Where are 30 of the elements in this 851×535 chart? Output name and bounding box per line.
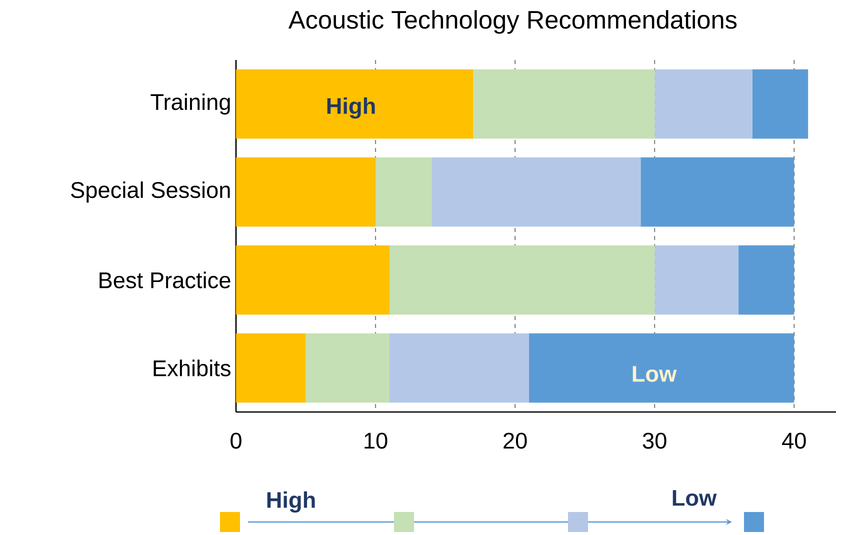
bar [738, 245, 794, 315]
bar [431, 157, 641, 227]
x-tick-label: 30 [642, 432, 666, 449]
y-tick-label: Exhibits [154, 360, 230, 376]
y-tick-label: Best Practice [100, 272, 230, 288]
y-tick-label: Special Session [71, 181, 230, 203]
chart-title: Acoustic Technology Recommendations [288, 10, 737, 34]
annotation: High [327, 97, 375, 119]
x-tick-label: 20 [504, 432, 527, 449]
bar [236, 333, 306, 403]
bar [389, 245, 655, 315]
bar [473, 69, 655, 139]
bar [529, 333, 794, 403]
x-tick-label: 0 [230, 432, 242, 449]
bar [752, 69, 808, 139]
bar [236, 245, 390, 315]
bar [236, 69, 474, 139]
bar [376, 157, 432, 227]
bar [389, 333, 530, 403]
bar [306, 333, 390, 403]
bar [640, 157, 794, 227]
annotation: Low [632, 366, 677, 382]
x-tick-label: 40 [782, 432, 806, 449]
x-tick-label: 10 [364, 432, 388, 449]
bar [236, 157, 376, 227]
y-tick-label: Training [150, 93, 230, 115]
bar [654, 69, 752, 139]
bar [654, 245, 738, 315]
text: Low [672, 490, 717, 506]
text: High [267, 491, 315, 513]
